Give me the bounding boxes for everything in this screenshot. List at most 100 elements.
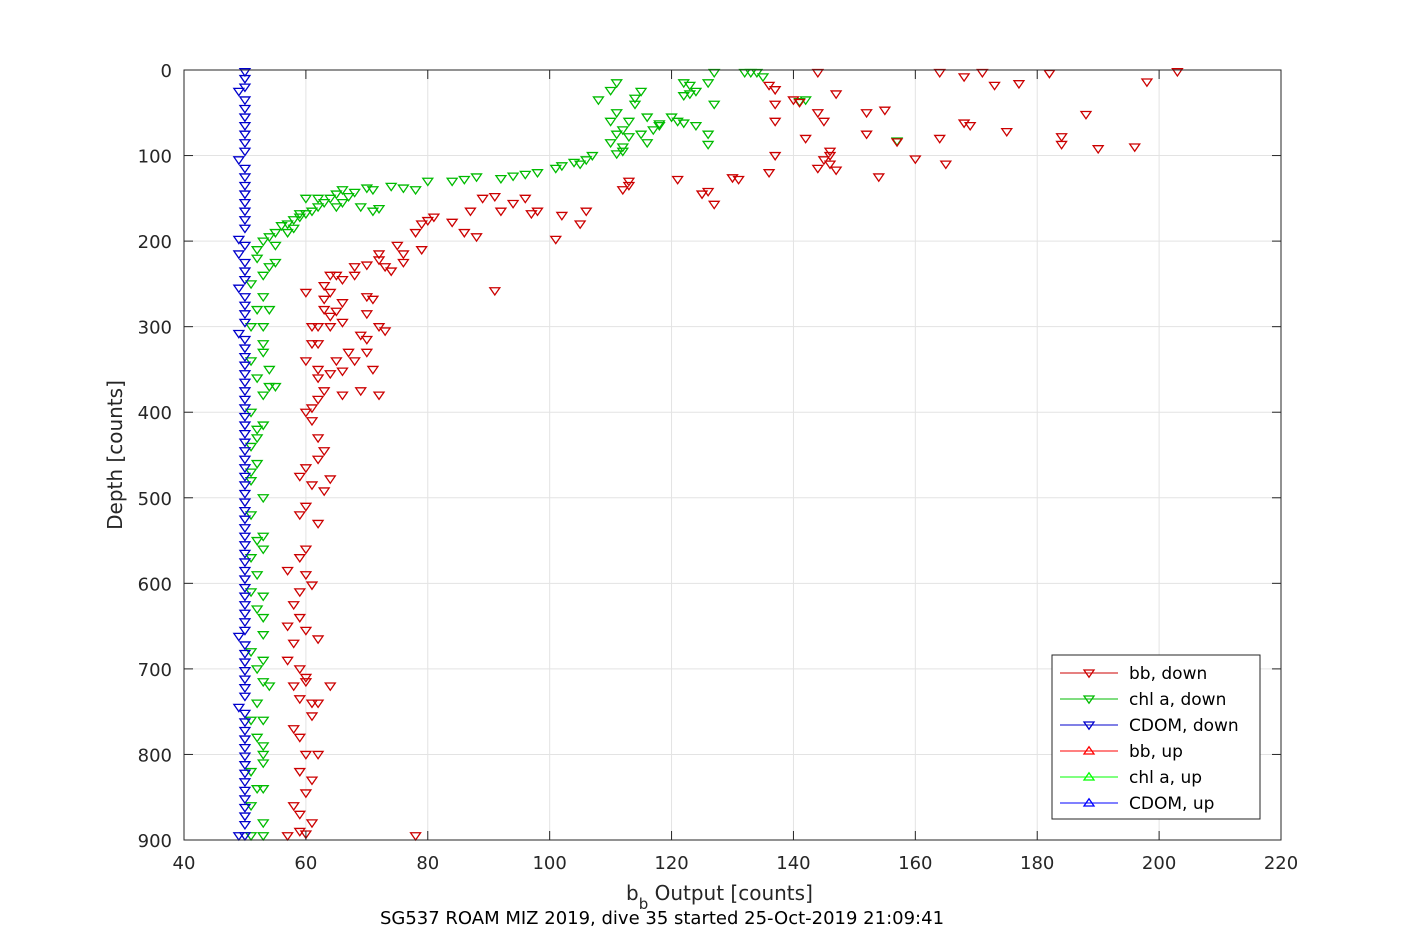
data-point	[726, 174, 739, 184]
data-point	[256, 293, 270, 303]
legend-marker	[1082, 797, 1096, 807]
data-point	[689, 121, 703, 132]
data-point	[488, 192, 502, 203]
data-point	[445, 177, 459, 187]
data-point	[817, 117, 831, 127]
data-point	[256, 613, 270, 623]
data-point	[238, 658, 252, 668]
data-point	[311, 395, 325, 405]
data-point	[957, 73, 971, 83]
data-point	[256, 742, 270, 752]
y-tick-label: 100	[138, 147, 172, 168]
data-point	[232, 329, 246, 339]
data-point	[281, 228, 294, 238]
data-point	[324, 475, 337, 485]
data-point	[238, 743, 252, 753]
data-point	[415, 220, 428, 230]
data-point	[348, 271, 361, 281]
x-tick-label: 80	[416, 853, 439, 874]
data-point	[634, 130, 648, 140]
data-point	[299, 502, 313, 512]
data-point	[555, 211, 569, 221]
data-point	[531, 169, 544, 179]
y-tick-label: 600	[138, 574, 172, 595]
data-point	[360, 261, 374, 271]
data-point	[336, 198, 349, 209]
data-point	[293, 472, 307, 482]
data-point	[263, 682, 276, 692]
data-point	[519, 170, 532, 180]
data-point	[293, 767, 307, 777]
data-point	[622, 133, 636, 143]
legend-marker	[1082, 721, 1096, 731]
data-point	[573, 160, 587, 170]
data-point	[616, 126, 630, 136]
data-point	[305, 819, 319, 829]
data-point	[366, 186, 380, 196]
data-point	[311, 323, 325, 333]
data-point	[336, 367, 349, 377]
data-point	[317, 305, 331, 315]
data-point	[372, 250, 386, 260]
data-point	[823, 160, 837, 170]
data-point	[592, 96, 605, 106]
data-point	[238, 378, 252, 388]
data-point	[677, 92, 690, 102]
data-point	[287, 725, 300, 735]
data-point	[281, 622, 294, 632]
y-tick-label: 400	[138, 403, 172, 424]
data-point	[354, 331, 367, 341]
data-point	[238, 361, 252, 371]
data-point	[324, 194, 337, 204]
data-point	[311, 635, 325, 645]
data-point	[799, 134, 812, 144]
data-point	[256, 716, 270, 726]
data-point	[238, 387, 252, 397]
y-tick-label: 500	[138, 489, 172, 510]
x-tick-label: 40	[173, 853, 196, 874]
data-point	[342, 348, 355, 358]
data-point	[238, 549, 252, 559]
data-point	[348, 188, 361, 198]
data-point	[293, 613, 307, 623]
data-point	[823, 147, 837, 157]
data-point	[506, 172, 520, 182]
data-point	[244, 511, 258, 521]
data-point	[494, 175, 508, 185]
data-point	[366, 365, 380, 375]
data-point	[238, 113, 252, 123]
x-axis-label-main: b	[626, 881, 639, 905]
data-point	[653, 120, 666, 130]
data-point	[348, 263, 361, 273]
data-point	[287, 639, 300, 649]
legend-marker	[1082, 695, 1096, 705]
data-point	[299, 626, 313, 636]
data-point	[890, 138, 904, 148]
data-point	[238, 395, 252, 405]
data-point	[293, 554, 307, 564]
data-point	[238, 506, 252, 517]
data-point	[299, 357, 313, 367]
data-point	[707, 100, 721, 110]
data-point	[238, 541, 252, 551]
data-point	[293, 810, 307, 820]
data-point	[256, 340, 270, 350]
data-point	[470, 233, 483, 243]
data-point	[256, 421, 270, 431]
data-point	[293, 733, 307, 743]
data-point	[604, 86, 617, 96]
data-point	[336, 275, 349, 286]
x-tick-label: 200	[1142, 853, 1176, 874]
data-point	[829, 166, 843, 176]
data-point	[238, 812, 252, 822]
data-point	[683, 90, 697, 100]
data-point	[768, 100, 782, 110]
data-point	[372, 256, 386, 266]
data-point	[616, 143, 630, 153]
data-point	[1079, 110, 1093, 120]
data-point	[238, 626, 252, 636]
data-point	[324, 370, 337, 380]
data-point	[909, 155, 922, 165]
data-point	[238, 778, 252, 788]
